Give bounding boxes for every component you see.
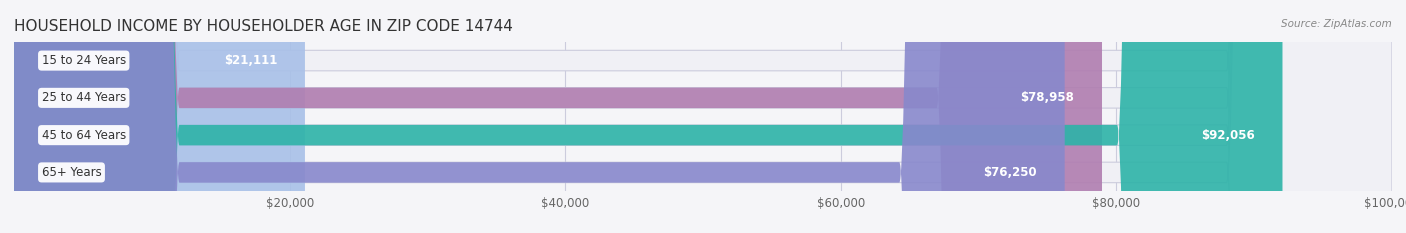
Text: 45 to 64 Years: 45 to 64 Years [42,129,127,142]
Text: 15 to 24 Years: 15 to 24 Years [42,54,127,67]
FancyBboxPatch shape [14,0,305,233]
Text: $78,958: $78,958 [1021,91,1074,104]
Text: Source: ZipAtlas.com: Source: ZipAtlas.com [1281,19,1392,29]
Text: 25 to 44 Years: 25 to 44 Years [42,91,127,104]
FancyBboxPatch shape [14,0,1392,233]
Text: HOUSEHOLD INCOME BY HOUSEHOLDER AGE IN ZIP CODE 14744: HOUSEHOLD INCOME BY HOUSEHOLDER AGE IN Z… [14,19,513,34]
FancyBboxPatch shape [14,0,1102,233]
Text: $92,056: $92,056 [1201,129,1256,142]
Text: $76,250: $76,250 [984,166,1038,179]
FancyBboxPatch shape [14,0,1282,233]
Text: 65+ Years: 65+ Years [42,166,101,179]
FancyBboxPatch shape [14,0,1392,233]
FancyBboxPatch shape [14,0,1392,233]
FancyBboxPatch shape [14,0,1392,233]
FancyBboxPatch shape [14,0,1064,233]
Text: $21,111: $21,111 [224,54,277,67]
